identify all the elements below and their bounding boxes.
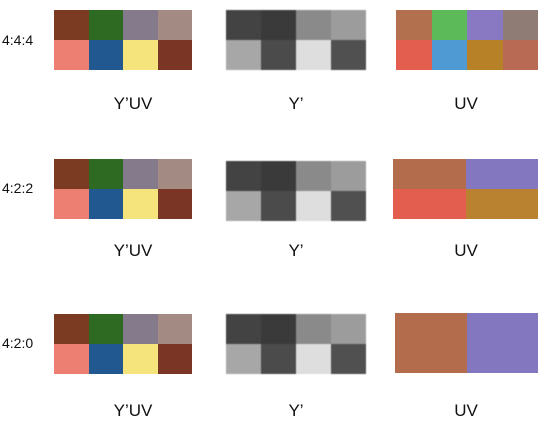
chroma-block [432,40,467,70]
yuv-panel-422 [54,159,192,219]
luma-block [261,10,296,40]
caption-luma-420: Y’ [288,401,304,420]
luma-block [331,191,366,221]
chroma-block [393,159,466,189]
yuv-block [89,159,123,189]
luma-block [296,314,331,344]
luma-block [331,314,366,344]
chroma-panel-420 [395,313,538,373]
yuv-block [123,40,158,70]
yuv-panel-444 [54,10,192,70]
luma-block [226,191,261,221]
luma-block [331,161,366,191]
luma-block [331,10,366,40]
caption-luma-444: Y’ [288,94,304,113]
luma-block [226,314,261,344]
chroma-block [467,313,538,373]
yuv-panel-420 [54,314,192,374]
yuv-block [54,159,89,189]
yuv-block [158,40,192,70]
luma-block [261,40,296,70]
luma-block [296,191,331,221]
chroma-block [432,10,467,40]
luma-block [331,344,366,374]
yuv-block [123,10,158,40]
caption-chroma-422: UV [454,241,478,260]
yuv-block [158,344,192,374]
yuv-block [54,314,89,344]
caption-yuv-420: Y’UV [113,401,153,420]
caption-luma-422: Y’ [288,241,304,260]
yuv-block [89,189,123,219]
luma-block [261,344,296,374]
luma-block [296,161,331,191]
yuv-block [54,189,89,219]
yuv-block [123,314,158,344]
yuv-block [54,10,89,40]
row-label-420: 4:2:0 [2,335,34,351]
luma-panel-444 [226,10,366,70]
luma-block [226,10,261,40]
yuv-block [158,10,192,40]
luma-block [296,40,331,70]
yuv-block [89,40,123,70]
luma-panel-420 [226,314,366,374]
chroma-panel-422 [393,159,538,219]
luma-block [296,10,331,40]
luma-block [331,40,366,70]
luma-block [226,161,261,191]
chroma-block [503,40,538,70]
row-label-422: 4:2:2 [2,180,34,196]
yuv-block [123,344,158,374]
luma-panel-422 [226,161,366,221]
luma-block [226,40,261,70]
chroma-block [396,40,432,70]
caption-yuv-422: Y’UV [113,241,153,260]
chroma-block [393,189,466,219]
chroma-block [395,313,467,373]
yuv-block [123,159,158,189]
chroma-block [466,159,538,189]
yuv-block [54,40,89,70]
row-label-444: 4:4:4 [2,32,34,48]
luma-block [261,191,296,221]
chroma-block [467,10,503,40]
chroma-block [466,189,538,219]
caption-chroma-444: UV [454,94,478,113]
yuv-block [158,314,192,344]
luma-block [226,344,261,374]
yuv-block [89,314,123,344]
chroma-panel-444 [396,10,538,70]
caption-chroma-420: UV [454,401,478,420]
luma-block [296,344,331,374]
luma-block [261,161,296,191]
yuv-block [54,344,89,374]
yuv-block [158,189,192,219]
caption-yuv-444: Y’UV [113,94,153,113]
yuv-block [158,159,192,189]
luma-block [261,314,296,344]
chroma-block [396,10,432,40]
yuv-block [123,189,158,219]
chroma-block [503,10,538,40]
yuv-block [89,344,123,374]
yuv-block [89,10,123,40]
chroma-block [467,40,503,70]
